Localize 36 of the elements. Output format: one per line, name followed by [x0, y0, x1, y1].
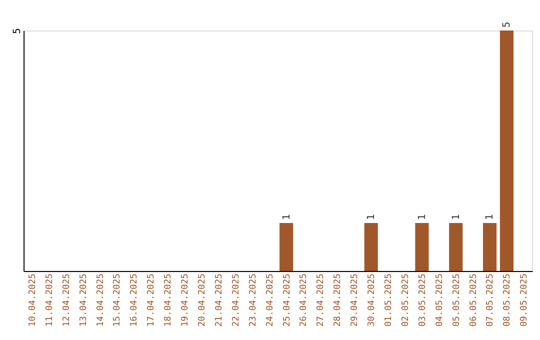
x-tick-label: 13.04.2025: [78, 274, 89, 327]
x-tick-label: 12.04.2025: [62, 274, 72, 327]
x-tick-label: 01.05.2025: [384, 274, 394, 327]
data-label: 1: [366, 214, 378, 220]
x-tick-label: 09.05.2025: [520, 274, 530, 327]
data-label: 1: [281, 214, 292, 220]
x-tick-label: 04.05.2025: [434, 274, 445, 327]
x-tick-label: 17.04.2025: [146, 274, 157, 327]
data-label: 1: [450, 214, 462, 220]
x-tick-label: 23.04.2025: [248, 274, 258, 327]
x-tick-label: 20.04.2025: [198, 274, 208, 327]
x-tick-label: 15.04.2025: [112, 274, 123, 327]
x-tick-label: 22.04.2025: [231, 274, 242, 327]
x-tick-label: 27.04.2025: [316, 274, 326, 327]
x-tick-label: 29.04.2025: [350, 274, 360, 327]
data-label: 1: [416, 214, 428, 220]
x-tick-label: 11.04.2025: [44, 274, 55, 327]
x-tick-label: 14.04.2025: [96, 274, 106, 327]
x-tick-label: 28.04.2025: [333, 274, 344, 327]
x-tick-label: 25.04.2025: [282, 274, 292, 327]
x-tick-label: 06.05.2025: [468, 274, 479, 327]
x-tick-label: 03.05.2025: [418, 274, 428, 327]
x-tick-label: 16.04.2025: [130, 274, 140, 327]
x-tick-label: 21.04.2025: [214, 274, 224, 327]
data-label: 1: [484, 214, 496, 220]
x-tick-label: 24.04.2025: [265, 274, 276, 327]
x-tick-label: 05.05.2025: [452, 274, 462, 327]
x-tick-label: 26.04.2025: [299, 274, 310, 327]
x-tick-label: 30.04.2025: [367, 274, 378, 327]
x-tick-label: 19.04.2025: [180, 274, 191, 327]
x-tick-label: 10.04.2025: [28, 274, 38, 327]
data-label: 5: [502, 22, 513, 28]
x-tick-label: 02.05.2025: [400, 274, 411, 327]
x-tick-label: 07.05.2025: [486, 274, 496, 327]
x-tick-label: 18.04.2025: [164, 274, 174, 327]
x-tick-label: 08.05.2025: [502, 274, 513, 327]
